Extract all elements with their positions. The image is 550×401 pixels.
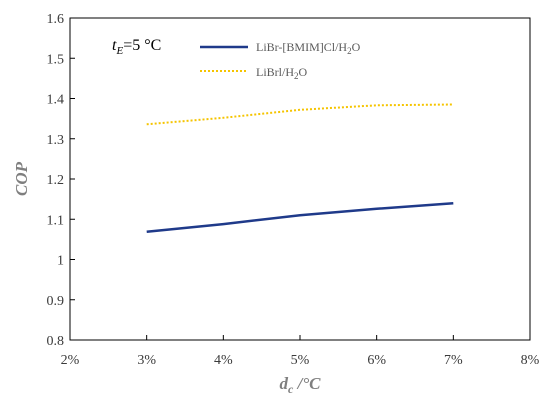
legend-label-0-sub: 2 xyxy=(347,46,352,56)
x-tick-label: 7% xyxy=(444,353,463,368)
x-axis-ticks: 2% 3% 4% 5% 6% 7% 8% xyxy=(61,335,540,368)
annotation-rest: =5 °C xyxy=(123,37,161,54)
y-axis-ticks: 0.8 0.9 1 1.1 1.2 1.3 1.4 1.5 1.6 xyxy=(47,12,75,349)
x-tick-label: 2% xyxy=(61,353,80,368)
series-line-libr-bmimcl xyxy=(146,201,454,233)
y-tick-label: 1.2 xyxy=(47,173,65,188)
y-tick-label: 1.6 xyxy=(47,12,65,27)
y-tick-label: 0.9 xyxy=(47,294,65,309)
x-tick-label: 8% xyxy=(521,353,540,368)
x-tick-label: 5% xyxy=(291,353,310,368)
legend: LiBr-[BMIM]Cl/H2O LiBrl/H2O xyxy=(200,40,361,81)
x-axis-title: dc /°C xyxy=(280,374,322,396)
x-axis-title-rest: /°C xyxy=(293,374,321,393)
y-tick-label: 1.4 xyxy=(47,93,65,108)
series-lines xyxy=(146,103,454,233)
x-tick-label: 3% xyxy=(137,353,156,368)
series-line-librl xyxy=(146,103,454,126)
legend-label-1-sub: 2 xyxy=(294,71,299,81)
annotation-main: t xyxy=(112,37,117,54)
legend-label-librl: LiBrl/H2O xyxy=(256,65,308,81)
annotation-sub: E xyxy=(115,45,123,57)
legend-label-0-a: LiBr-[BMIM]Cl/H xyxy=(256,40,347,54)
y-tick-label: 0.8 xyxy=(47,334,65,349)
x-axis-title-sub: c xyxy=(288,382,294,396)
legend-label-libr-bmimcl: LiBr-[BMIM]Cl/H2O xyxy=(256,40,361,56)
y-tick-label: 1.3 xyxy=(47,133,65,148)
x-tick-label: 6% xyxy=(367,353,386,368)
y-tick-label: 1.5 xyxy=(47,52,65,67)
y-tick-label: 1 xyxy=(57,254,64,269)
x-axis-title-main: d xyxy=(280,374,289,393)
legend-label-1-b: O xyxy=(299,65,308,79)
legend-label-1-a: LiBrl/H xyxy=(256,65,294,79)
y-tick-label: 1.1 xyxy=(47,213,65,228)
legend-label-0-b: O xyxy=(352,40,361,54)
annotation-text: tE=5 °C xyxy=(112,37,161,57)
y-axis-title: COP xyxy=(12,161,31,196)
x-tick-label: 4% xyxy=(214,353,233,368)
